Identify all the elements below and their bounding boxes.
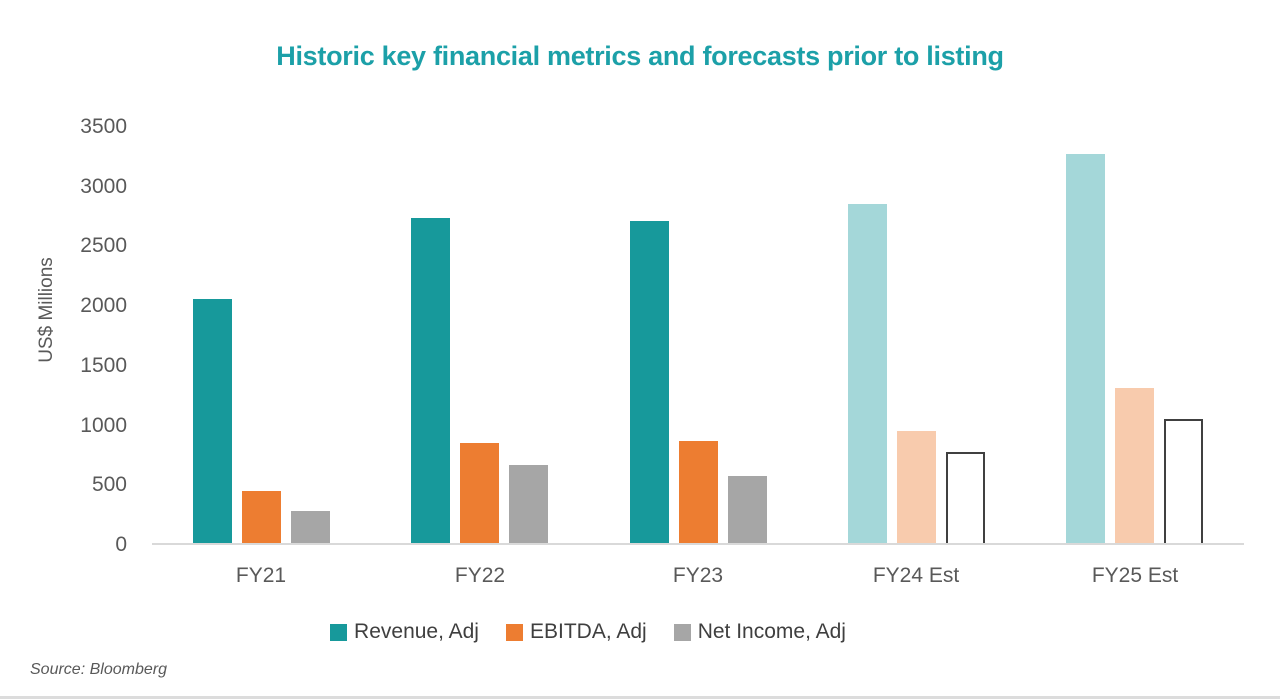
legend-item-net-income-adj: Net Income, Adj [673, 620, 846, 644]
bar-revenue-adj-fy23 [630, 221, 669, 543]
legend-swatch-ebitda-adj [505, 623, 523, 641]
bar-revenue-adj-fy24-est [848, 204, 887, 543]
y-axis-ticks: 0 500 1000 1500 2000 2500 3000 3500 [0, 0, 127, 700]
x-axis-line [152, 543, 1244, 545]
legend-label-revenue-adj: Revenue, Adj [354, 620, 479, 643]
legend: Revenue, Adj EBITDA, Adj Net Income, Adj [0, 619, 1176, 645]
source-note: Source: Bloomberg [30, 661, 167, 678]
bar-ebitda-adj-fy23 [679, 441, 718, 543]
bar-ebitda-adj-fy21 [242, 491, 281, 543]
bar-net-income-adj-fy24-est [946, 452, 985, 543]
bar-revenue-adj-fy25-est [1066, 154, 1105, 543]
bar-net-income-adj-fy21 [291, 511, 330, 543]
bottom-divider [0, 696, 1280, 699]
y-tick-label: 2000 [80, 294, 127, 317]
x-axis-labels: FY21 FY22 FY23 FY24 Est FY25 Est [152, 563, 1244, 591]
x-tick-label-fy22: FY22 [454, 564, 506, 587]
x-tick-label-fy24-est: FY24 Est [872, 564, 960, 587]
bar-net-income-adj-fy22 [509, 465, 548, 543]
y-tick-label: 0 [115, 533, 127, 556]
bar-ebitda-adj-fy25-est [1115, 388, 1154, 543]
bar-revenue-adj-fy21 [193, 299, 232, 543]
legend-label-ebitda-adj: EBITDA, Adj [529, 620, 647, 643]
y-tick-label: 500 [91, 473, 127, 496]
y-tick-label: 3500 [80, 115, 127, 138]
x-tick-label-fy21: FY21 [235, 564, 287, 587]
legend-swatch-revenue-adj [330, 623, 348, 641]
legend-item-revenue-adj: Revenue, Adj [330, 620, 479, 644]
bar-revenue-adj-fy22 [411, 218, 450, 543]
legend-label-net-income-adj: Net Income, Adj [697, 620, 846, 643]
chart-title: Historic key financial metrics and forec… [276, 41, 1004, 71]
bar-ebitda-adj-fy22 [460, 443, 499, 543]
x-tick-label-fy25-est: FY25 Est [1091, 564, 1179, 587]
x-tick-label-fy23: FY23 [672, 564, 724, 587]
bar-net-income-adj-fy23 [728, 476, 767, 543]
legend-swatch-net-income-adj [673, 623, 691, 641]
plot-area [152, 127, 1244, 545]
y-tick-label: 2500 [80, 234, 127, 257]
y-tick-label: 1000 [80, 414, 127, 437]
bar-net-income-adj-fy25-est [1164, 419, 1203, 543]
bar-ebitda-adj-fy24-est [897, 431, 936, 543]
y-tick-label: 3000 [80, 175, 127, 198]
y-tick-label: 1500 [80, 354, 127, 377]
legend-item-ebitda-adj: EBITDA, Adj [505, 620, 647, 644]
